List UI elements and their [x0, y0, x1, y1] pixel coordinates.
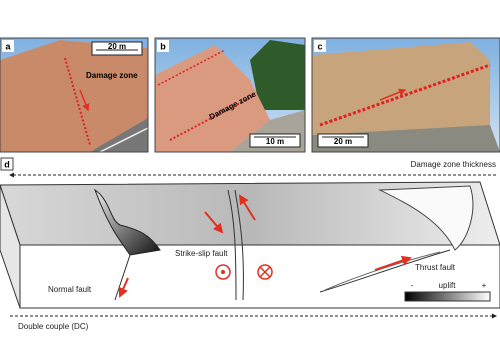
photo-a: a 20 m Damage zone — [0, 37, 149, 153]
legend-title: uplift — [439, 281, 457, 290]
panel-label: a — [5, 41, 11, 51]
photo-c: c 20 m — [311, 37, 500, 153]
scale-bar: 20 m — [108, 42, 126, 51]
arrow-label: Damage zone thickness — [411, 160, 496, 169]
panel-label: d — [4, 159, 10, 169]
fault-label: Strike-slip fault — [175, 249, 228, 258]
fault-label: Normal fault — [48, 285, 92, 294]
annotation: Damage zone — [86, 71, 138, 80]
panel-label: c — [317, 41, 322, 51]
scale-bar: 20 m — [334, 137, 352, 146]
block — [0, 181, 500, 309]
fault-label: Thrust fault — [415, 263, 456, 272]
photo-b: b 10 m Damage zone — [154, 37, 306, 153]
legend-high: + — [482, 281, 487, 290]
panel-label: b — [160, 41, 166, 51]
legend-low: - — [411, 281, 414, 290]
panel-box — [0, 157, 14, 171]
legend-bar — [404, 291, 491, 302]
arrow-label: Double couple (DC) — [18, 322, 89, 331]
scale-bar: 10 m — [266, 137, 284, 146]
